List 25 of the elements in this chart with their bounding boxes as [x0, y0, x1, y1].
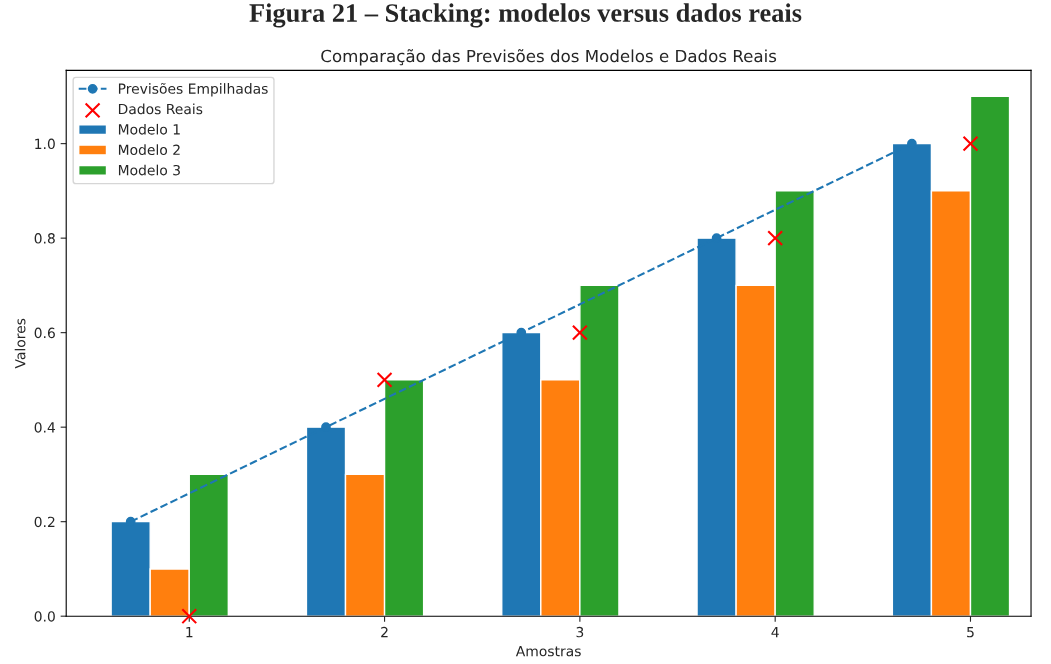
x-tick-label: 3	[576, 626, 584, 638]
x-tick-label: 1	[186, 627, 193, 638]
legend-label: Modelo 3	[118, 164, 180, 176]
chart-title: Figura 21 – Stacking: modelos versus dados reais	[249, 3, 802, 28]
y-tick-label: 0.6	[34, 327, 55, 339]
y-tick-label: 0.4	[34, 422, 56, 433]
y-tick-label: 0.0	[34, 611, 55, 622]
x-tick-label: 4	[771, 627, 779, 638]
y-tick-label: 0.8	[34, 233, 55, 244]
point	[767, 230, 784, 247]
legend-label: Dados Reais	[118, 103, 203, 115]
point	[181, 608, 198, 625]
chart-subtitle: Comparação das Previsões dos Modelos e Dados Reais	[321, 49, 777, 66]
x-axis-title: Amostras	[515, 646, 581, 657]
legend-label: Modelo 1	[118, 123, 180, 135]
y-tick-label: 1.0	[35, 138, 55, 150]
legend-label: Modelo 2	[118, 144, 180, 156]
x-tick-label: 2	[381, 626, 388, 638]
point	[571, 324, 588, 341]
y-axis-title: Valores	[14, 318, 26, 369]
x-tick-label: 5	[967, 627, 974, 638]
legend-label: Previsões Empilhadas	[118, 82, 268, 97]
y-tick-label: 0.2	[34, 516, 55, 528]
point	[962, 135, 979, 152]
point	[376, 371, 393, 388]
